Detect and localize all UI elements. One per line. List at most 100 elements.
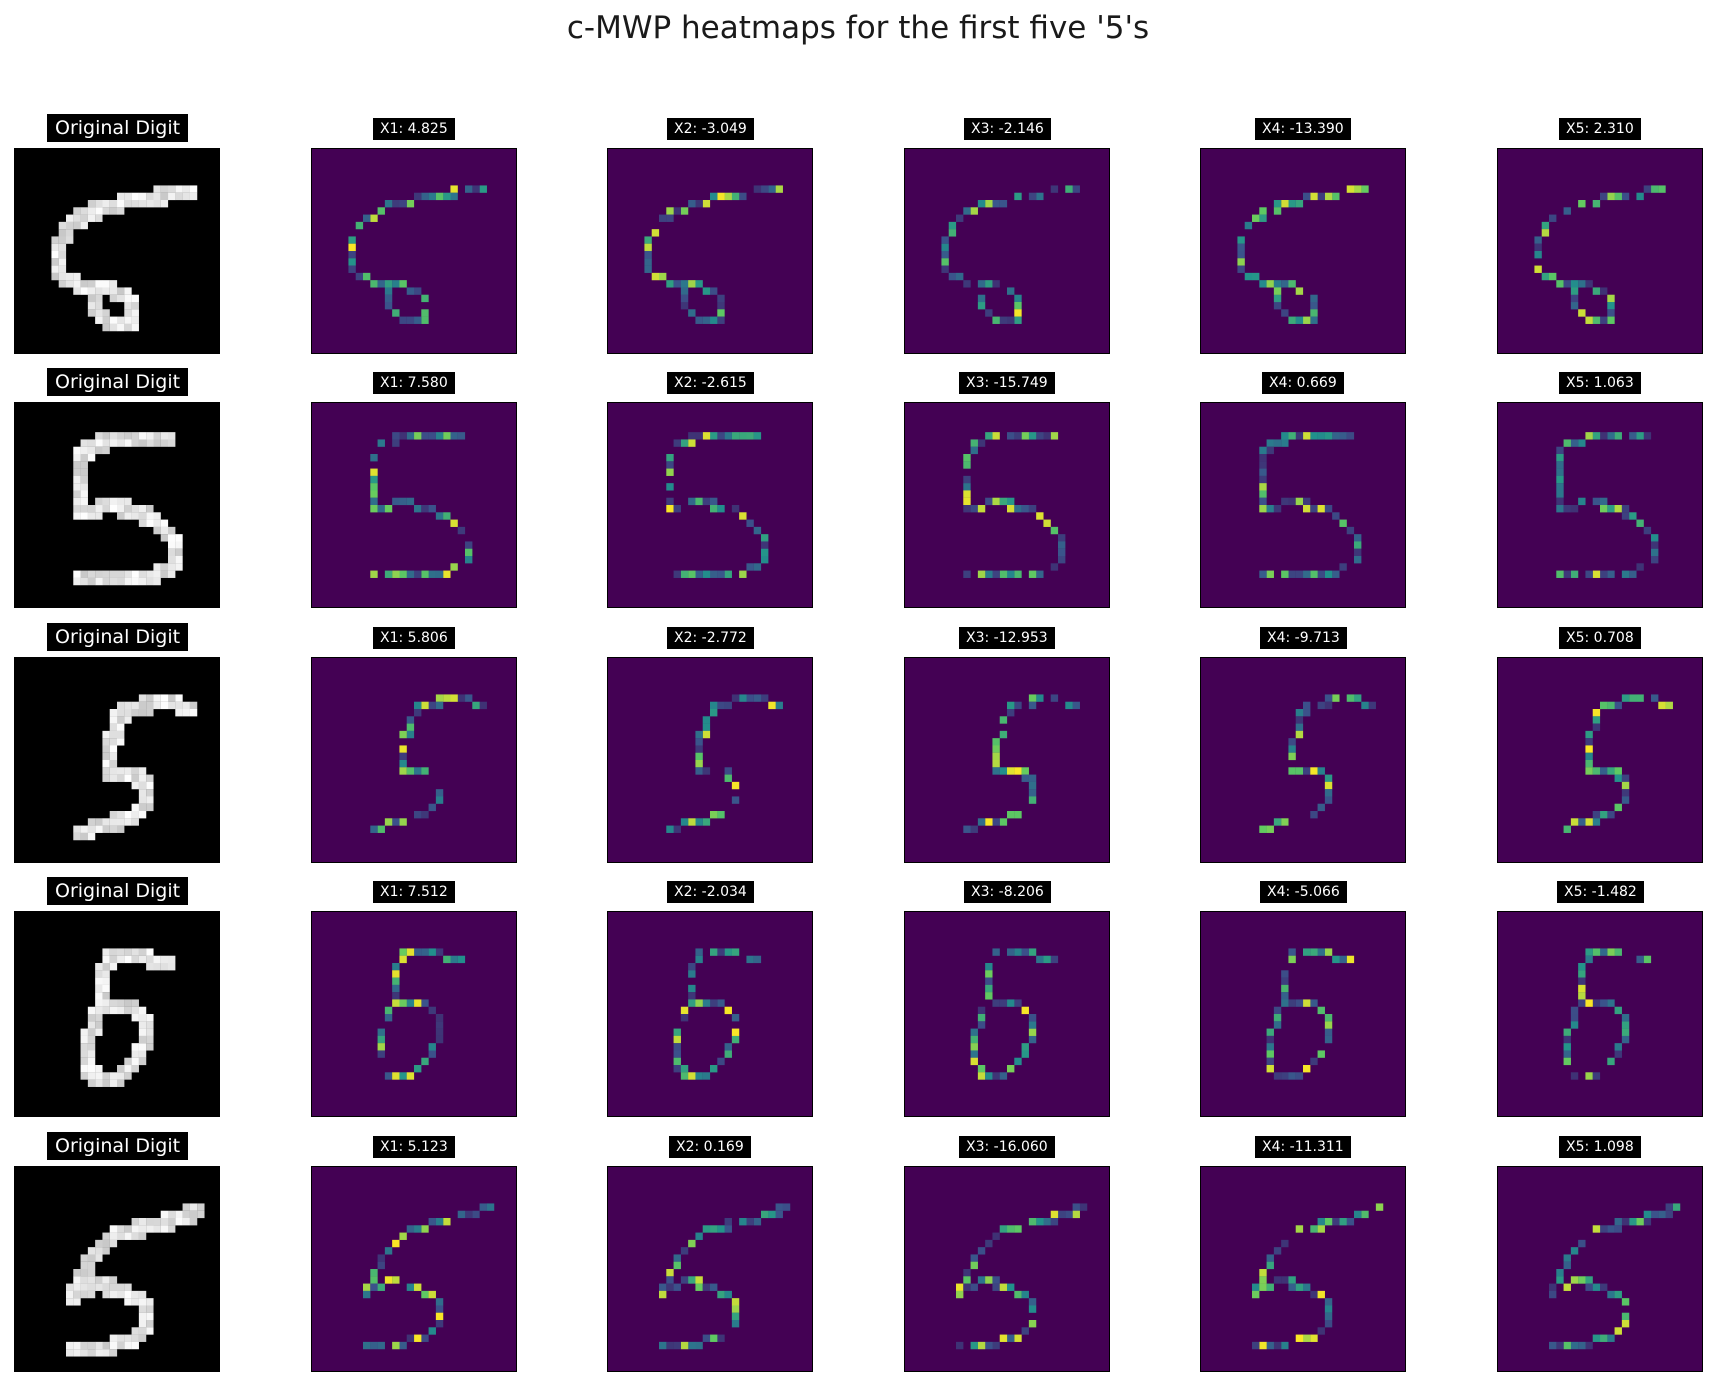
digit-pixel xyxy=(80,490,88,498)
heat-cell xyxy=(941,258,949,266)
heatmap-panel-x5 xyxy=(1497,148,1703,354)
heat-cell xyxy=(1621,1312,1630,1321)
heat-cell xyxy=(1028,1320,1037,1328)
heat-cell xyxy=(1621,774,1630,782)
heat-cell xyxy=(1585,760,1593,768)
digit-pixel xyxy=(175,185,183,193)
heat-cell xyxy=(1549,214,1557,222)
heat-cell xyxy=(992,1283,1000,1291)
heatmap-panel-x4-image xyxy=(1259,694,1376,833)
heat-cell xyxy=(1310,432,1318,440)
digit-pixel xyxy=(95,207,103,215)
heat-cell xyxy=(710,701,718,710)
heat-cell xyxy=(435,701,444,710)
heat-cell xyxy=(731,1298,740,1306)
heat-cell xyxy=(731,505,740,513)
heat-cell xyxy=(673,280,681,288)
digit-pixel xyxy=(87,1079,96,1087)
heat-cell xyxy=(746,955,754,964)
digit-pixel xyxy=(87,505,96,513)
digit-pixel xyxy=(87,1043,96,1051)
heat-cell xyxy=(406,1225,415,1233)
digit-pixel xyxy=(80,512,88,520)
digit-pixel xyxy=(66,221,74,230)
heatmap-panel-x1 xyxy=(311,148,517,354)
heat-cell xyxy=(1050,1210,1059,1219)
heat-cell xyxy=(688,200,696,208)
heat-cell xyxy=(1266,280,1274,288)
digit-pixel xyxy=(73,825,81,833)
heat-cell xyxy=(414,1225,422,1233)
heat-cell xyxy=(695,1276,703,1284)
heat-cell xyxy=(1014,294,1022,303)
digit-pixel xyxy=(160,1210,169,1219)
heat-cell xyxy=(370,570,378,578)
heat-cell xyxy=(1036,570,1044,578)
heat-cell xyxy=(1534,251,1542,259)
digit-pixel xyxy=(73,287,81,295)
heat-cell xyxy=(1252,1341,1260,1350)
digit-pixel xyxy=(160,963,169,971)
original-digit-panel-image xyxy=(73,694,198,841)
heat-cell xyxy=(1592,316,1601,324)
heat-cell xyxy=(963,461,971,469)
digit-pixel xyxy=(80,570,88,578)
heat-cell xyxy=(1273,1021,1282,1029)
heat-cell xyxy=(1665,1203,1673,1211)
digit-pixel xyxy=(117,497,125,506)
heat-cell xyxy=(1288,200,1296,208)
heat-cell xyxy=(377,280,385,288)
digit-pixel xyxy=(117,730,125,739)
digit-pixel xyxy=(117,709,125,717)
heat-cell xyxy=(992,745,1000,753)
heat-cell xyxy=(1339,519,1347,527)
heatmap-panel-x2 xyxy=(607,1166,813,1372)
digit-pixel xyxy=(102,316,110,324)
heatmap-panel-x1-image xyxy=(370,432,473,578)
heat-cell xyxy=(1354,556,1362,564)
heat-cell xyxy=(1607,432,1615,440)
heat-cell xyxy=(1643,955,1652,964)
heat-cell xyxy=(673,439,681,447)
heat-cell xyxy=(1295,1283,1304,1291)
heat-cell xyxy=(399,767,407,775)
heat-cell xyxy=(414,192,422,201)
digit-pixel xyxy=(138,505,147,513)
heat-cell xyxy=(1563,1341,1571,1350)
digit-pixel xyxy=(95,1254,103,1262)
digit-pixel xyxy=(189,185,198,193)
heat-cell xyxy=(1324,948,1333,956)
heat-cell xyxy=(399,570,407,578)
heat-cell xyxy=(746,519,754,527)
digit-pixel xyxy=(80,475,88,484)
digit-pixel xyxy=(87,454,96,462)
heat-cell xyxy=(406,1334,415,1342)
heat-cell xyxy=(435,1218,444,1226)
heat-cell xyxy=(948,229,957,237)
heat-cell xyxy=(1614,701,1622,710)
heat-cell xyxy=(768,185,776,193)
heat-cell xyxy=(1273,1006,1282,1015)
heat-cell xyxy=(1651,534,1659,542)
heat-cell xyxy=(479,185,487,193)
heat-cell xyxy=(392,977,400,985)
heat-cell xyxy=(695,760,703,768)
heat-cell xyxy=(435,1312,444,1321)
heatmap-title-x1: X1: 5.123 xyxy=(373,1136,455,1158)
heat-cell xyxy=(1281,818,1289,826)
heat-cell xyxy=(1607,701,1615,710)
heat-cell xyxy=(688,1239,696,1248)
heat-cell xyxy=(472,185,480,193)
digit-pixel xyxy=(124,955,132,964)
heat-cell xyxy=(702,723,711,731)
heatmap-title-x3: X3: -12.953 xyxy=(959,627,1055,649)
heat-cell xyxy=(963,490,971,498)
digit-pixel xyxy=(138,1334,147,1342)
heat-cell xyxy=(702,200,711,208)
digit-pixel xyxy=(80,1269,88,1277)
heat-cell xyxy=(384,1276,393,1284)
heat-cell xyxy=(1570,302,1579,310)
heat-cell xyxy=(985,992,993,1000)
heatmap-panel-x5 xyxy=(1497,402,1703,608)
digit-pixel xyxy=(124,716,132,724)
